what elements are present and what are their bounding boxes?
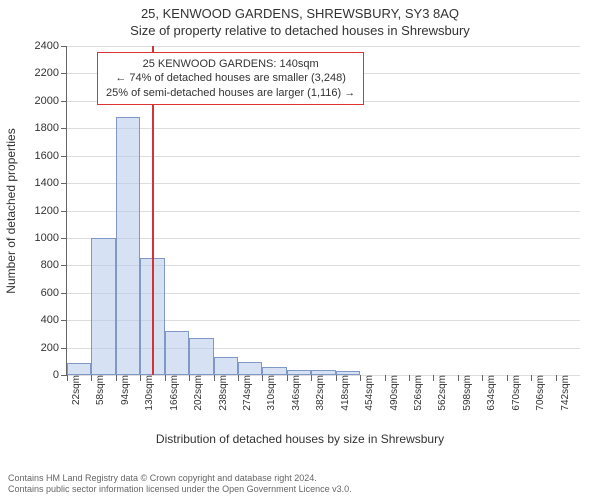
gridline <box>67 46 580 47</box>
x-tick-label: 274sqm <box>234 375 253 411</box>
gridline <box>67 183 580 184</box>
histogram-bar <box>189 338 213 375</box>
gridline <box>67 238 580 239</box>
histogram-bar <box>238 362 262 375</box>
x-tick-label: 706sqm <box>527 375 546 411</box>
plot-area: 0200400600800100012001400160018002000220… <box>66 46 580 376</box>
x-tick-label: 346sqm <box>283 375 302 411</box>
page-subtitle: Size of property relative to detached ho… <box>10 23 590 38</box>
x-tick-label: 382sqm <box>307 375 326 411</box>
y-tick-label: 2400 <box>35 40 67 52</box>
info-line: 25 KENWOOD GARDENS: 140sqm <box>106 57 355 71</box>
x-tick-label: 742sqm <box>552 375 571 411</box>
x-tick-label: 490sqm <box>381 375 400 411</box>
x-tick-label: 130sqm <box>136 375 155 411</box>
x-tick-label: 94sqm <box>112 375 131 405</box>
y-tick-label: 200 <box>41 342 67 354</box>
x-tick-label: 418sqm <box>332 375 351 411</box>
x-tick-label: 670sqm <box>503 375 522 411</box>
y-tick-label: 1000 <box>35 232 67 244</box>
x-tick-label: 58sqm <box>87 375 106 405</box>
y-tick-label: 400 <box>41 314 67 326</box>
y-tick-label: 1200 <box>35 205 67 217</box>
gridline <box>67 156 580 157</box>
info-line: 25% of semi-detached houses are larger (… <box>106 86 355 100</box>
gridline <box>67 128 580 129</box>
histogram-bar <box>67 363 91 375</box>
info-line: ← 74% of detached houses are smaller (3,… <box>106 71 355 85</box>
x-axis-title: Distribution of detached houses by size … <box>10 432 590 446</box>
x-tick-label: 238sqm <box>210 375 229 411</box>
gridline <box>67 211 580 212</box>
y-tick-label: 600 <box>41 287 67 299</box>
credits-line: Contains HM Land Registry data © Crown c… <box>8 473 352 485</box>
x-tick-label: 166sqm <box>161 375 180 411</box>
y-tick-label: 1800 <box>35 122 67 134</box>
y-tick-label: 2200 <box>35 67 67 79</box>
x-tick-label: 310sqm <box>258 375 277 411</box>
y-tick-label: 1600 <box>35 150 67 162</box>
y-tick-label: 800 <box>41 259 67 271</box>
credits: Contains HM Land Registry data © Crown c… <box>8 473 352 496</box>
y-axis-title: Number of detached properties <box>4 128 18 293</box>
page-title: 25, KENWOOD GARDENS, SHREWSBURY, SY3 8AQ <box>10 6 590 21</box>
histogram-bar <box>91 238 115 375</box>
credits-line: Contains public sector information licen… <box>8 484 352 496</box>
x-tick-label: 598sqm <box>454 375 473 411</box>
x-tick-label: 454sqm <box>356 375 375 411</box>
x-tick-label: 22sqm <box>63 375 82 405</box>
histogram-bar <box>214 357 238 375</box>
histogram-bar <box>262 367 286 375</box>
histogram-bar <box>116 117 140 375</box>
chart: Number of detached properties 0200400600… <box>66 46 580 376</box>
y-tick-label: 2000 <box>35 95 67 107</box>
x-tick-label: 562sqm <box>429 375 448 411</box>
marker-info-box: 25 KENWOOD GARDENS: 140sqm ← 74% of deta… <box>97 52 364 105</box>
x-tick-label: 526sqm <box>405 375 424 411</box>
x-tick-label: 202sqm <box>185 375 204 411</box>
x-tick-label: 634sqm <box>478 375 497 411</box>
histogram-bar <box>165 331 189 375</box>
y-tick-label: 1400 <box>35 177 67 189</box>
